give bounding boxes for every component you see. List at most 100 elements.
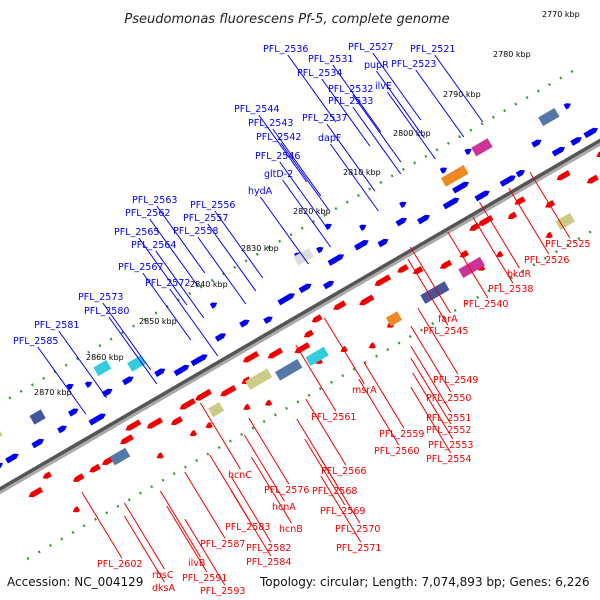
reverse-gene-name: PFL_2570 [335,524,380,535]
forward-arrow-shape [452,181,470,194]
reverse-arrow-shape [368,342,377,349]
forward-arrow-shape [84,381,93,388]
reverse-gene-arrow [556,170,571,181]
forward-gene-arrow [531,139,542,148]
reverse-gene-arrow [72,473,85,482]
forward-gene-arrow [190,354,208,367]
reverse-arrow-shape [156,452,164,459]
reverse-gene-arrow [242,351,260,363]
reverse-arrow-shape [311,314,323,323]
reverse-leader-line [184,471,226,539]
forward-gene-name: ilvE [375,81,392,92]
kbp-label: 2860 kbp [86,353,124,362]
reverse-gene-label: msrA [323,317,377,396]
reverse-gene-arrow [477,214,494,226]
reverse-gene-name: PFL_2540 [463,299,508,310]
reverse-leader-line [250,456,292,524]
reverse-arrow-shape [507,211,518,220]
reverse-gene-labels: PFL_2525 PFL_2526 bkdR PFL_2538 PFL_2540 farA… [81,171,590,597]
forward-leader-line [258,114,308,183]
reverse-gene-arrow [586,174,599,184]
reverse-gene-name: PFL_2593 [200,586,245,597]
kbp-label: 2840 kbp [190,280,228,289]
forward-gene-label: PFL_2537 [302,113,376,192]
reverse-gene-arrow [170,416,183,426]
backbone-line [0,142,600,495]
reverse-gene-label: PFL_2551 [410,345,471,424]
reverse-gene-arrow [189,429,198,437]
forward-gene-label: PFL_2543 [248,118,322,197]
forward-gene-arrow [399,201,407,208]
forward-leader-line [155,250,205,319]
forward-gene-arrow [5,453,19,464]
reverse-leader-line [81,491,123,559]
reverse-arrow-shape [120,434,134,445]
forward-gene-name: PFL_2557 [183,213,228,224]
reverse-gene-name: PFL_2584 [246,557,291,568]
forward-arrow-shape [5,453,19,464]
feature-rect [29,409,46,425]
forward-gene-arrow [122,376,134,386]
kbp-label: 2800 kbp [393,129,431,138]
reverse-gene-arrow [545,231,553,239]
forward-arrow-shape [354,240,369,251]
forward-leader-line [142,272,192,341]
forward-arrow-shape [154,368,166,377]
feature-block [208,402,225,418]
forward-leader-line [352,94,402,163]
reverse-gene-label: PFL_2553 [412,372,473,451]
reverse-leader-line [363,361,405,429]
forward-arrow-shape [68,408,79,417]
reverse-arrow-shape [72,473,85,482]
forward-gene-arrow [173,364,190,377]
reverse-gene-name: PFL_2553 [428,440,473,451]
forward-gene-name: PFL_2537 [302,113,347,124]
forward-gene-name: PFL_2567 [118,262,163,273]
forward-gene-arrow [31,438,45,449]
reverse-leader-line [358,378,400,446]
kbp-label: 2820 kbp [293,207,331,216]
forward-leader-line [102,302,152,371]
feature-rect [458,256,485,279]
reverse-gene-arrow [303,329,314,338]
reverse-arrow-shape [495,250,504,258]
forward-leader-line [352,106,402,175]
forward-arrow-shape [442,197,460,210]
forward-gene-arrow [583,127,598,139]
reverse-gene-label: PFL_2538 [472,216,533,295]
reverse-arrow-shape [545,231,553,239]
reverse-gene-name: PFL_2551 [426,413,471,424]
reverse-gene-name: farA [438,314,458,325]
forward-arrow-shape [327,254,345,266]
feature-block [245,368,273,390]
reverse-arrow-shape [267,347,284,359]
feature-block [440,164,469,187]
reverse-gene-name: dksA [152,583,175,594]
forward-gene-name: PFL_2562 [125,208,170,219]
forward-gene-label: PFL_2581 [34,320,108,399]
reverse-gene-arrow [311,314,323,323]
reverse-leader-line [410,357,452,425]
feature-rect [245,368,273,390]
reverse-leader-line [529,171,571,239]
forward-gene-label: PFL_2573 [78,292,152,371]
reverse-arrow-shape [220,384,237,397]
reverse-gene-name: hcnA [272,502,296,513]
forward-arrow-shape [399,201,407,208]
reverse-gene-arrow [495,250,504,258]
forward-arrow-shape [0,462,4,473]
forward-gene-arrow [563,103,571,110]
forward-leader-line [321,78,371,147]
reverse-leader-line [305,398,347,466]
reverse-gene-label: PFL_2561 [295,344,356,423]
reverse-gene-arrow [195,388,212,401]
reverse-gene-label: PFL_2571 [320,475,381,554]
reverse-gene-name: PFL_2566 [321,466,366,477]
backbone-line [0,138,600,492]
forward-arrow-shape [214,333,227,342]
forward-gene-name: PFL_2527 [348,42,393,53]
forward-gene-label: PFL_2533 [328,96,402,175]
feature-block [29,409,46,425]
reverse-gene-name: hcnB [279,524,303,535]
forward-gene-label: PFL_2534 [297,68,371,147]
